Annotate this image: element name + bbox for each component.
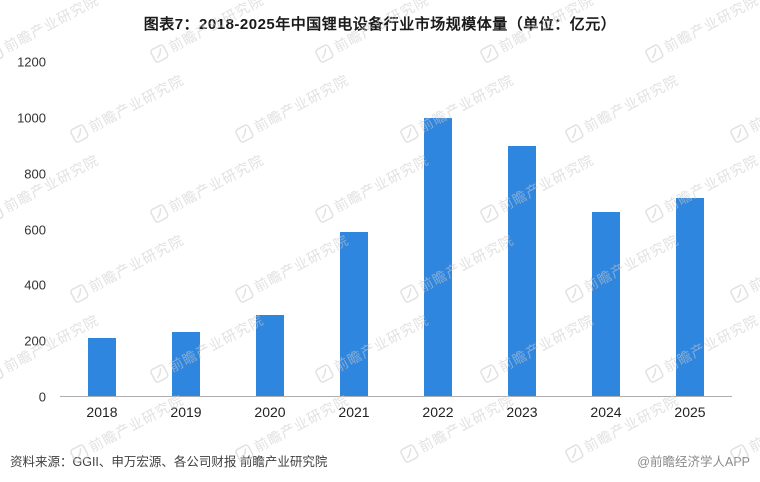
y-tick-label: 600 [24,222,46,237]
bar-2023 [508,145,536,396]
credit-note: @前瞻经济学人APP [637,455,750,469]
bar-slot [144,62,228,396]
x-tick-label: 2020 [254,404,286,420]
bar-slot [648,62,732,396]
bar-2025 [676,198,704,396]
source-note: 资料来源：GGII、申万宏源、各公司财报 前瞻产业研究院 [10,455,328,469]
watermark-text: 前瞻产业研究院 [746,71,760,136]
bar-slot [228,62,312,396]
y-tick-label: 400 [24,277,46,293]
bar-2024 [592,212,620,396]
bar-slot [312,62,396,396]
x-axis: 2018 2019 2020 2021 2022 2023 2024 2025 [60,404,732,420]
watermark-text: 前瞻产业研究院 [416,391,517,456]
plot-area [60,62,732,397]
bar-slot [480,62,564,396]
bar-2022 [424,117,452,396]
x-tick-label: 2022 [422,404,454,420]
chart-title: 图表7：2018-2025年中国锂电设备行业市场规模体量（单位：亿元） [143,16,617,33]
y-tick-label: 0 [38,389,46,405]
y-tick-label: 1200 [17,54,46,70]
x-tick-label: 2025 [674,404,706,420]
watermark-text: 前瞻产业研究院 [581,391,682,456]
x-tick-label: 2021 [338,404,370,420]
watermark: 前瞻产业研究院 [728,230,760,306]
qianzhan-logo-icon [565,444,584,463]
x-tick-label: 2018 [86,404,118,420]
bar-2021 [340,231,368,396]
bar-2020 [256,315,284,396]
bar-slot [396,62,480,396]
bar-2019 [172,331,200,396]
y-tick-label: 1000 [17,110,46,126]
x-tick-label: 2024 [590,404,622,420]
y-tick-label: 800 [24,166,46,182]
bar-slot [564,62,648,396]
watermark: 前瞻产业研究院 [398,390,518,466]
y-tick-label: 200 [24,333,46,349]
watermark: 前瞻产业研究院 [728,70,760,146]
qianzhan-logo-icon [400,444,419,463]
bar-2018 [88,337,116,396]
x-tick-label: 2019 [170,404,202,420]
watermark-text: 前瞻产业研究院 [746,391,760,456]
watermark-text: 前瞻产业研究院 [746,231,760,296]
x-tick-label: 2023 [506,404,538,420]
watermark-text: 前瞻产业研究院 [86,391,187,456]
bar-slot [60,62,144,396]
y-axis: 0 200 400 600 800 1000 1200 [0,55,52,405]
watermark-text: 前瞻产业研究院 [251,391,352,456]
